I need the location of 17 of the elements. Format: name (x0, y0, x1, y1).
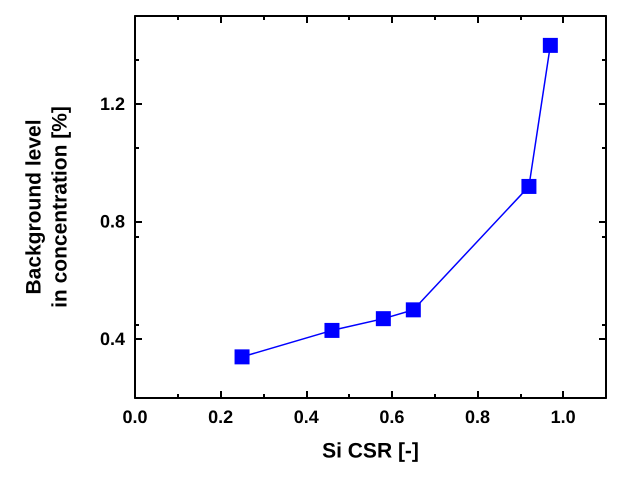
x-tick-label: 0.4 (294, 407, 319, 427)
x-axis-title: Si CSR [-] (322, 440, 419, 462)
point (542, 38, 558, 53)
point (324, 322, 340, 338)
y-tick-label: 0.8 (100, 212, 125, 232)
y-axis-title: Background level in concentration [%] (22, 106, 72, 308)
x-tick-label: 0.8 (465, 407, 490, 427)
x-tick-label: 1.0 (550, 407, 576, 427)
point (406, 302, 421, 318)
y-tick-label: 1.2 (100, 94, 125, 114)
y-tick-label: 0.4 (100, 329, 125, 350)
point (376, 311, 391, 326)
x-tick-label: 0.0 (122, 407, 148, 427)
point (234, 349, 250, 364)
x-tick-label: 0.6 (379, 407, 404, 427)
point (521, 178, 536, 194)
x-tick-label: 0.2 (208, 407, 234, 427)
